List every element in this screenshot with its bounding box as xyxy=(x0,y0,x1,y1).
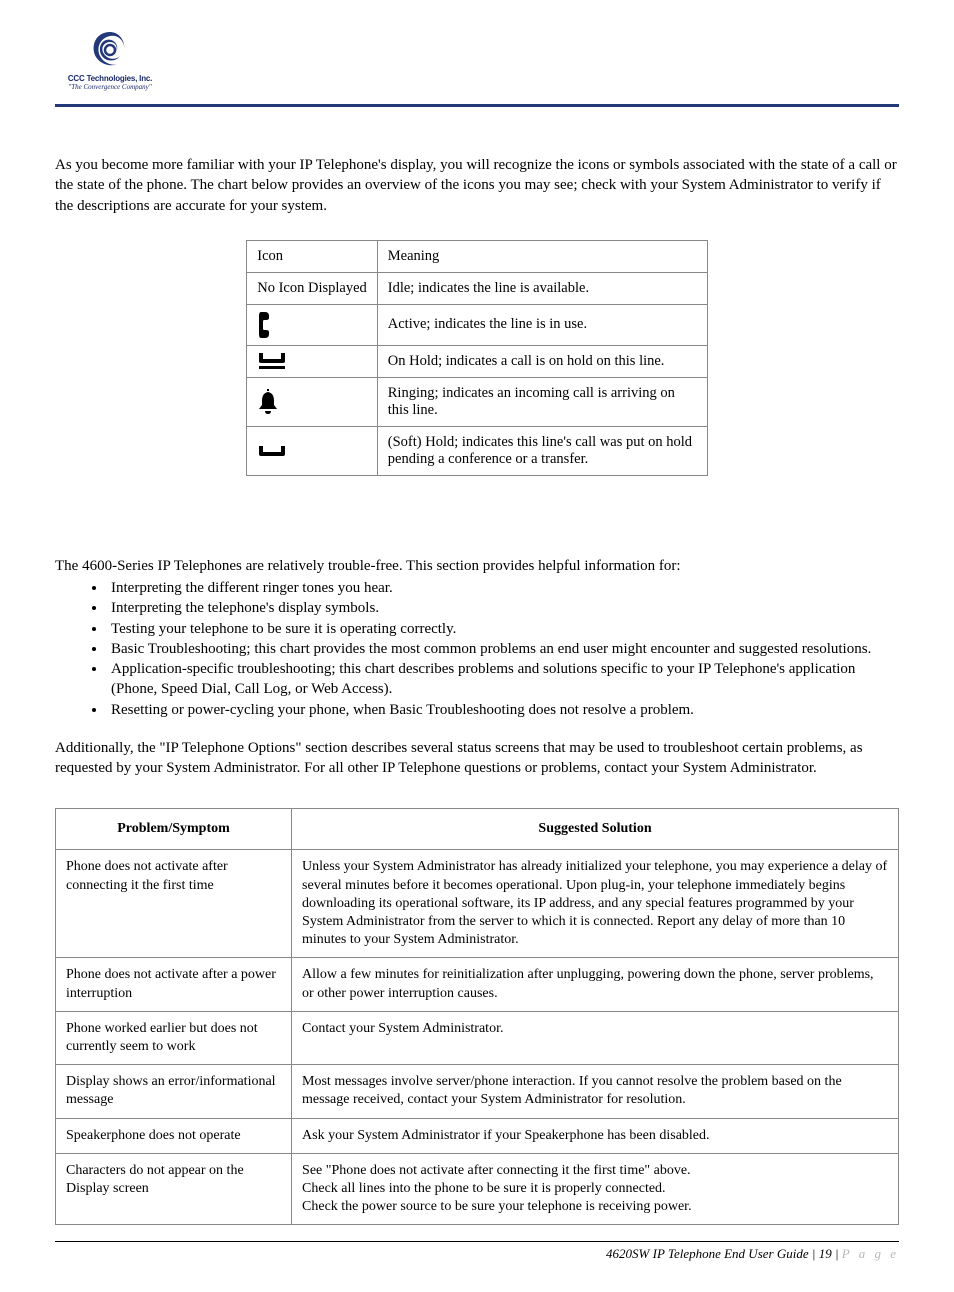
problem-header: Problem/Symptom xyxy=(56,809,292,850)
troubleshoot-after: Additionally, the "IP Telephone Options"… xyxy=(55,738,899,779)
solution-cell: See "Phone does not activate after conne… xyxy=(292,1153,899,1225)
table-row: Active; indicates the line is in use. xyxy=(247,304,708,345)
troubleshooting-table: Problem/Symptom Suggested Solution Phone… xyxy=(55,808,899,1225)
logo-company-name: CCC Technologies, Inc. xyxy=(68,74,152,83)
footer-sep: | xyxy=(812,1246,819,1261)
page-header: CCC Technologies, Inc. "The Convergence … xyxy=(55,20,899,98)
table-row: Speakerphone does not operate Ask your S… xyxy=(56,1118,899,1153)
list-item: Interpreting the different ringer tones … xyxy=(107,578,899,598)
footer-sep: | xyxy=(835,1246,842,1261)
problem-cell: Display shows an error/informational mes… xyxy=(56,1065,292,1118)
meaning-cell: Ringing; indicates an incoming call is a… xyxy=(377,377,707,426)
list-item: Basic Troubleshooting; this chart provid… xyxy=(107,639,899,659)
footer-page-number: 19 xyxy=(819,1246,832,1261)
meaning-header: Meaning xyxy=(377,240,707,272)
table-row: On Hold; indicates a call is on hold on … xyxy=(247,345,708,377)
table-row: No Icon Displayed Idle; indicates the li… xyxy=(247,272,708,304)
problem-cell: Speakerphone does not operate xyxy=(56,1118,292,1153)
logo-swirl-icon xyxy=(86,28,134,72)
footer-page-word: P a g e xyxy=(842,1246,899,1261)
table-header-row: Problem/Symptom Suggested Solution xyxy=(56,809,899,850)
list-item: Resetting or power-cycling your phone, w… xyxy=(107,700,899,720)
solution-cell: Unless your System Administrator has alr… xyxy=(292,850,899,958)
logo-tagline: "The Convergence Company" xyxy=(68,83,151,91)
list-item: Interpreting the telephone's display sym… xyxy=(107,598,899,618)
table-row: Characters do not appear on the Display … xyxy=(56,1153,899,1225)
intro-paragraph: As you become more familiar with your IP… xyxy=(55,155,899,216)
table-header-row: Icon Meaning xyxy=(247,240,708,272)
problem-cell: Phone does not activate after a power in… xyxy=(56,958,292,1011)
table-row: Ringing; indicates an incoming call is a… xyxy=(247,377,708,426)
troubleshoot-intro: The 4600-Series IP Telephones are relati… xyxy=(55,556,899,576)
problem-cell: Characters do not appear on the Display … xyxy=(56,1153,292,1225)
solution-cell: Contact your System Administrator. xyxy=(292,1011,899,1064)
solution-header: Suggested Solution xyxy=(292,809,899,850)
solution-cell: Ask your System Administrator if your Sp… xyxy=(292,1118,899,1153)
solution-cell: Allow a few minutes for reinitialization… xyxy=(292,958,899,1011)
list-item: Application-specific troubleshooting; th… xyxy=(107,659,899,700)
table-row: (Soft) Hold; indicates this line's call … xyxy=(247,426,708,475)
handset-icon xyxy=(247,304,378,345)
meaning-cell: Idle; indicates the line is available. xyxy=(377,272,707,304)
meaning-cell: Active; indicates the line is in use. xyxy=(377,304,707,345)
problem-cell: Phone worked earlier but does not curren… xyxy=(56,1011,292,1064)
hold-icon xyxy=(247,345,378,377)
troubleshoot-list: Interpreting the different ringer tones … xyxy=(55,578,899,720)
footer-doc-title: 4620SW IP Telephone End User Guide xyxy=(606,1246,809,1261)
icon-meaning-table: Icon Meaning No Icon Displayed Idle; ind… xyxy=(246,240,708,476)
table-row: Phone does not activate after connecting… xyxy=(56,850,899,958)
icon-header: Icon xyxy=(247,240,378,272)
list-item: Testing your telephone to be sure it is … xyxy=(107,619,899,639)
icon-cell-text: No Icon Displayed xyxy=(247,272,378,304)
page-footer: 4620SW IP Telephone End User Guide | 19 … xyxy=(55,1241,899,1262)
company-logo: CCC Technologies, Inc. "The Convergence … xyxy=(55,20,165,98)
meaning-cell: On Hold; indicates a call is on hold on … xyxy=(377,345,707,377)
solution-cell: Most messages involve server/phone inter… xyxy=(292,1065,899,1118)
document-page: CCC Technologies, Inc. "The Convergence … xyxy=(0,0,954,1292)
table-row: Display shows an error/informational mes… xyxy=(56,1065,899,1118)
softhold-icon xyxy=(247,426,378,475)
table-row: Phone does not activate after a power in… xyxy=(56,958,899,1011)
header-rule xyxy=(55,104,899,107)
meaning-cell: (Soft) Hold; indicates this line's call … xyxy=(377,426,707,475)
bell-icon xyxy=(247,377,378,426)
table-row: Phone worked earlier but does not curren… xyxy=(56,1011,899,1064)
problem-cell: Phone does not activate after connecting… xyxy=(56,850,292,958)
